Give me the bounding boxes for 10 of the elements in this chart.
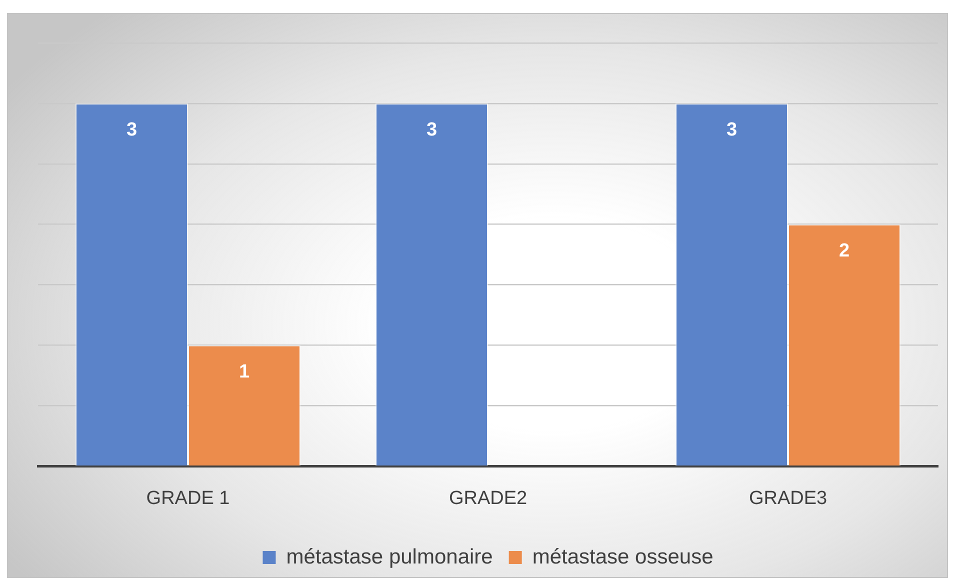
data-label: 1 xyxy=(238,362,250,383)
legend-label: métastase osseuse xyxy=(532,545,714,568)
x-tick-label: GRADE3 xyxy=(748,488,828,509)
data-label: 3 xyxy=(426,120,438,141)
data-label: 2 xyxy=(838,240,850,262)
legend-label: métastase pulmonaire xyxy=(286,545,493,568)
data-label: 3 xyxy=(726,120,738,141)
data-label: 3 xyxy=(126,120,138,141)
x-tick-label: GRADE 1 xyxy=(146,488,230,509)
x-tick-label: GRADE2 xyxy=(448,488,528,509)
